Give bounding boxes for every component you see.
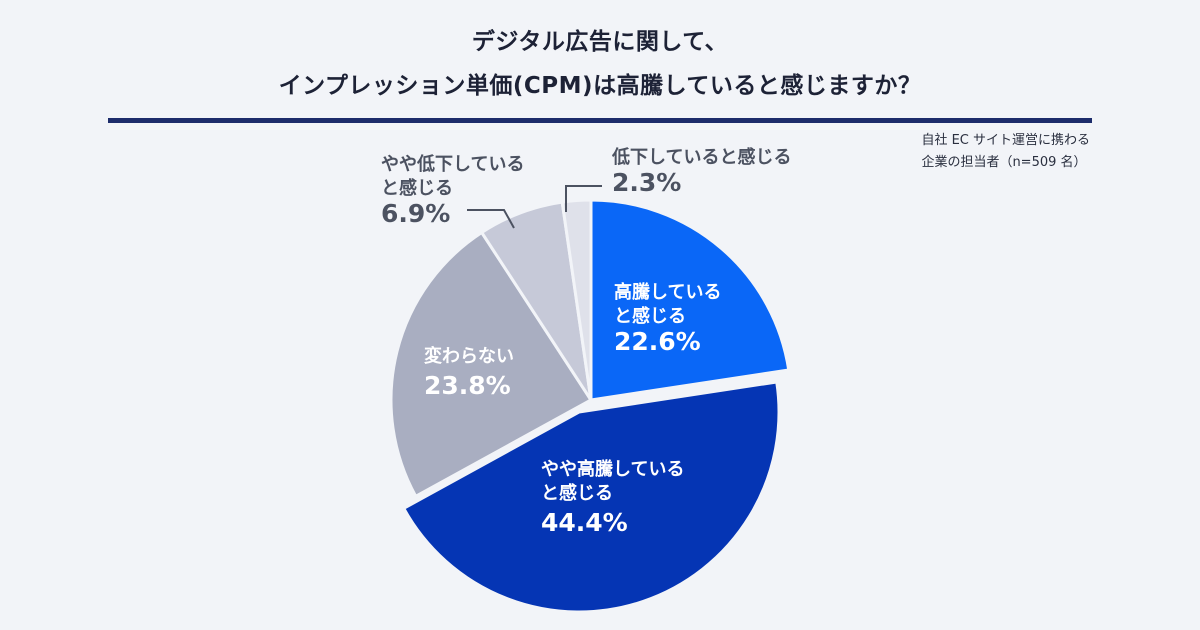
pie-slice-1 <box>589 198 791 402</box>
slice-4-label-line2: と感じる <box>381 177 453 199</box>
slice-2-value: 44.4% <box>541 508 628 537</box>
slice-1-value: 22.6% <box>614 327 701 356</box>
slice-2-label-line2: と感じる <box>541 482 613 504</box>
slice-4-label-line1: やや低下している <box>381 153 524 175</box>
leader-slice-5 <box>565 185 602 212</box>
sample-note: 自社 EC サイト運営に携わる 企業の担当者（n=509 名） <box>921 130 1090 174</box>
slice-5-label-line1: 低下していると感じる <box>611 146 791 168</box>
leader-lines <box>467 185 602 229</box>
slice-3-value: 23.8% <box>424 371 511 400</box>
chart-title-line2: インプレッション単価(CPM)は高騰していると感じますか？ <box>278 73 922 99</box>
pie-slice-5 <box>560 198 593 401</box>
slice-2-label-line1: やや高騰している <box>541 458 684 480</box>
slice-labels: 高騰していると感じる22.6%やや高騰していると感じる44.4%変わらない23.… <box>381 146 791 537</box>
slice-3-label-line1: 変わらない <box>424 345 514 367</box>
title-divider <box>108 118 1092 123</box>
leader-slice-4 <box>467 209 515 229</box>
slice-5-value: 2.3% <box>612 168 681 197</box>
slice-4-value: 6.9% <box>381 199 450 228</box>
sample-note-line2: 企業の担当者（n=509 名） <box>921 155 1087 170</box>
slice-1-label-line1: 高騰している <box>614 281 721 303</box>
chart-title-line1: デジタル広告に関して、 <box>471 29 729 55</box>
pie-slices <box>389 198 791 614</box>
pie-slice-2 <box>401 380 781 614</box>
sample-note-line1: 自社 EC サイト運営に携わる <box>921 133 1090 148</box>
pie-slice-3 <box>389 230 594 499</box>
slice-1-label-line2: と感じる <box>614 305 686 327</box>
